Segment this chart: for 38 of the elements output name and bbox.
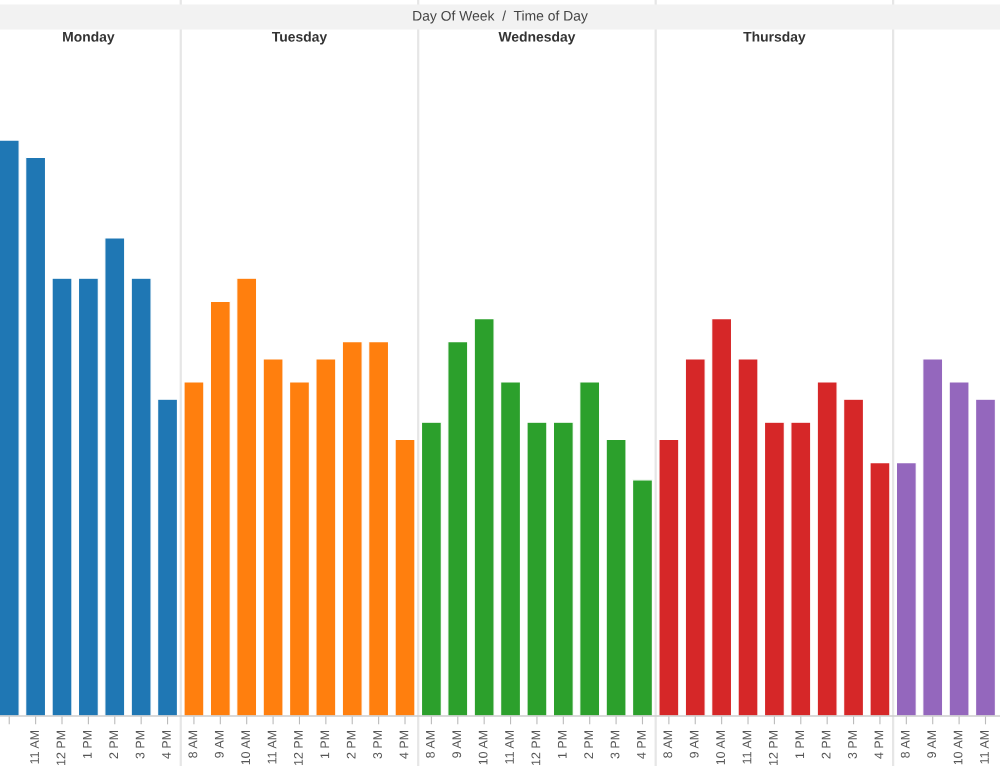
bar [526,421,548,716]
bar [816,381,838,716]
bar [394,439,416,716]
bar [315,358,337,716]
bar [605,439,627,716]
bar [473,318,495,716]
bar [0,139,20,716]
bar [711,318,733,716]
bar [975,398,996,716]
bar [552,421,574,716]
bar [763,421,785,716]
bar [684,358,706,716]
bar [157,398,178,716]
bar [183,381,205,716]
bar [341,341,363,716]
bar [948,381,970,716]
bar [790,421,812,716]
bar [130,277,152,716]
bar [77,277,99,716]
bar [737,358,759,716]
bar [51,277,73,716]
bar [368,341,390,716]
bar [447,341,469,716]
bar [209,300,231,716]
bar [262,358,284,716]
bar [289,381,310,716]
bar [895,462,917,716]
bar [420,421,442,716]
bar [632,479,653,716]
bar [500,381,522,716]
bar [869,462,891,716]
bar [25,156,47,716]
bar [658,439,680,716]
bar [579,381,601,716]
bar [922,358,944,716]
bar [843,398,865,716]
bar [236,277,258,716]
bar [104,237,126,716]
